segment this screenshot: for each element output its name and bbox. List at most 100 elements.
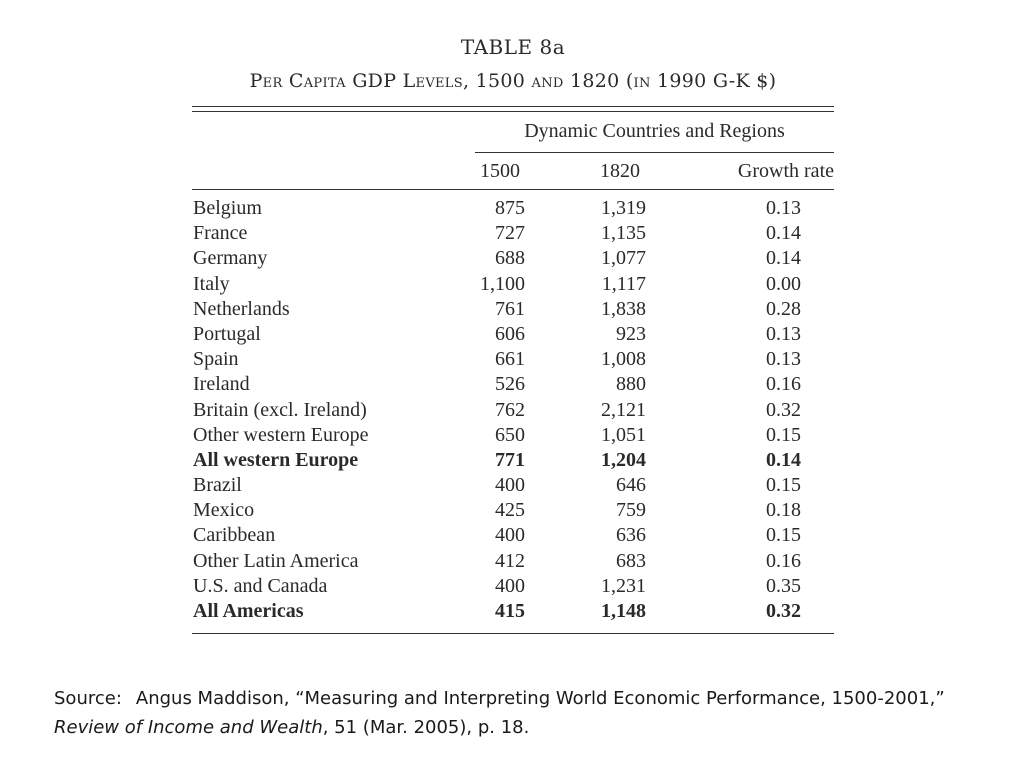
value-1500-cell: 661: [495, 348, 525, 371]
value-1820-cell: 1,148: [601, 600, 646, 622]
value-1820-cell: 683: [616, 549, 646, 572]
value-1500-cell: 688: [495, 247, 525, 270]
value-1820-cell: 1,135: [601, 222, 646, 245]
value-1820-cell: 1,008: [601, 348, 646, 371]
table-number: TABLE 8a: [460, 35, 566, 59]
country-cell: Portugal: [193, 322, 261, 345]
header-bottom-rule: [192, 189, 834, 190]
value-1820-cell: 759: [616, 499, 646, 522]
value-1500-cell: 415: [495, 600, 525, 622]
growth-rate-cell: 0.00: [766, 272, 801, 295]
growth-rate-cell: 0.16: [766, 373, 801, 396]
table-row: All western Europe 771 1,204 0.14: [0, 448, 1024, 473]
table-row: Ireland 526 880 0.16: [0, 372, 1024, 397]
country-cell: Belgium: [193, 197, 262, 219]
value-1820-cell: 923: [616, 322, 646, 345]
value-1500-cell: 727: [495, 222, 525, 245]
country-cell: U.S. and Canada: [193, 574, 328, 597]
country-cell: Britain (excl. Ireland): [193, 398, 367, 421]
growth-rate-cell: 0.35: [766, 574, 801, 597]
growth-rate-cell: 0.13: [766, 197, 801, 219]
country-cell: Other Latin America: [193, 549, 359, 572]
table-row: Italy 1,100 1,117 0.00: [0, 272, 1024, 297]
value-1820-cell: 2,121: [601, 398, 646, 421]
value-1820-cell: 880: [616, 373, 646, 396]
table-row: Other western Europe 650 1,051 0.15: [0, 423, 1024, 448]
growth-rate-cell: 0.32: [766, 398, 801, 421]
country-cell: Netherlands: [193, 297, 290, 320]
growth-rate-cell: 0.15: [766, 474, 801, 497]
country-cell: All Americas: [193, 600, 304, 622]
source-journal: Review of Income and Wealth: [54, 717, 323, 738]
value-1820-cell: 646: [616, 474, 646, 497]
table-row: Brazil 400 646 0.15: [0, 473, 1024, 498]
value-1820-cell: 1,051: [601, 423, 646, 446]
value-1500-cell: 400: [495, 524, 525, 547]
source-citation: Source: Angus Maddison, “Measuring and In…: [54, 684, 994, 742]
value-1820-cell: 1,117: [601, 272, 646, 295]
column-header-1820: 1820: [600, 160, 640, 182]
table-row: Other Latin America 412 683 0.16: [0, 549, 1024, 574]
table-row: Caribbean 400 636 0.15: [0, 523, 1024, 548]
country-cell: France: [193, 222, 248, 245]
group-header-rule: [475, 152, 834, 153]
value-1500-cell: 771: [495, 448, 525, 471]
source-text: Angus Maddison, “Measuring and Interpret…: [135, 688, 945, 709]
growth-rate-cell: 0.14: [766, 247, 801, 270]
value-1500-cell: 400: [495, 474, 525, 497]
growth-rate-cell: 0.13: [766, 348, 801, 371]
group-header: Dynamic Countries and Regions: [524, 120, 785, 142]
country-cell: Spain: [193, 348, 239, 371]
growth-rate-cell: 0.14: [766, 222, 801, 245]
value-1820-cell: 1,838: [601, 297, 646, 320]
country-cell: Germany: [193, 247, 268, 270]
growth-rate-cell: 0.28: [766, 297, 801, 320]
country-cell: Ireland: [193, 373, 250, 396]
growth-rate-cell: 0.14: [766, 448, 801, 471]
table-row: Belgium 875 1,319 0.13: [0, 196, 1024, 221]
value-1820-cell: 1,231: [601, 574, 646, 597]
table-row: Mexico 425 759 0.18: [0, 498, 1024, 523]
table-body: Belgium 875 1,319 0.13 France 727 1,135 0.14 Ger…: [0, 196, 1024, 624]
table-row: All Americas 415 1,148 0.32: [0, 599, 1024, 624]
value-1820-cell: 1,204: [601, 448, 646, 471]
value-1500-cell: 412: [495, 549, 525, 572]
table-row: Germany 688 1,077 0.14: [0, 246, 1024, 271]
source-label: Source:: [54, 688, 122, 709]
country-cell: Brazil: [193, 474, 242, 497]
country-cell: Caribbean: [193, 524, 276, 547]
value-1500-cell: 875: [495, 197, 525, 219]
value-1500-cell: 761: [495, 297, 525, 320]
value-1500-cell: 400: [495, 574, 525, 597]
table-row: France 727 1,135 0.14: [0, 221, 1024, 246]
value-1500-cell: 526: [495, 373, 525, 396]
table-row: U.S. and Canada 400 1,231 0.35: [0, 574, 1024, 599]
top-rule-lower: [192, 111, 834, 112]
growth-rate-cell: 0.15: [766, 524, 801, 547]
growth-rate-cell: 0.16: [766, 549, 801, 572]
table-title: Per Capita GDP Levels, 1500 and 1820 (in…: [249, 70, 777, 92]
growth-rate-cell: 0.18: [766, 499, 801, 522]
growth-rate-cell: 0.13: [766, 322, 801, 345]
value-1820-cell: 1,319: [601, 197, 646, 219]
value-1820-cell: 1,077: [601, 247, 646, 270]
country-cell: All western Europe: [193, 448, 359, 471]
value-1500-cell: 650: [495, 423, 525, 446]
column-header-1500: 1500: [480, 160, 520, 182]
value-1500-cell: 606: [495, 322, 525, 345]
value-1500-cell: 1,100: [480, 272, 525, 295]
column-header-growth-rate: Growth rate: [737, 160, 834, 182]
value-1500-cell: 762: [495, 398, 525, 421]
country-cell: Mexico: [193, 499, 255, 522]
country-cell: Other western Europe: [193, 423, 369, 446]
country-cell: Italy: [193, 272, 230, 295]
top-rule-upper: [192, 106, 834, 107]
value-1820-cell: 636: [616, 524, 646, 547]
source-text-end: , 51 (Mar. 2005), p. 18.: [322, 717, 530, 738]
value-1500-cell: 425: [495, 499, 525, 522]
growth-rate-cell: 0.32: [766, 600, 801, 622]
bottom-rule: [192, 633, 834, 634]
table-row: Portugal 606 923 0.13: [0, 322, 1024, 347]
table-row: Netherlands 761 1,838 0.28: [0, 297, 1024, 322]
table-row: Spain 661 1,008 0.13: [0, 347, 1024, 372]
